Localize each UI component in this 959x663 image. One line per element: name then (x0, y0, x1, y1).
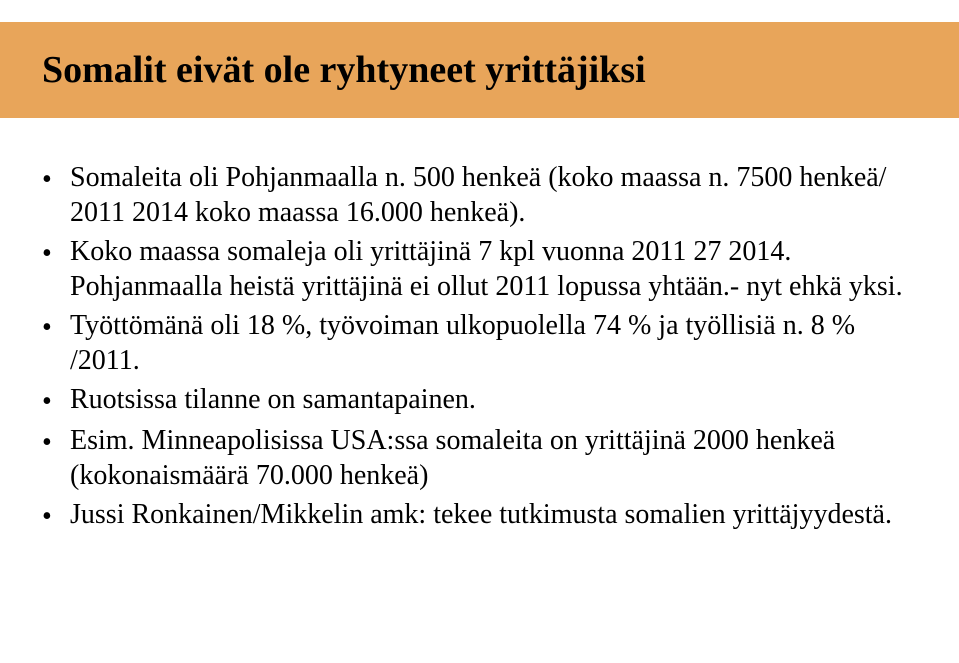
list-item: • Koko maassa somaleja oli yrittäjinä 7 … (42, 234, 922, 304)
bullet-dot-icon: • (42, 382, 70, 419)
title-band: Somalit eivät ole ryhtyneet yrittäjiksi (0, 22, 959, 118)
bullet-dot-icon: • (42, 423, 70, 460)
bullet-list: • Somaleita oli Pohjanmaalla n. 500 henk… (42, 160, 922, 538)
bullet-text: Jussi Ronkainen/Mikkelin amk: tekee tutk… (70, 497, 922, 532)
bullet-text: Työttömänä oli 18 %, työvoiman ulkopuole… (70, 308, 922, 378)
bullet-dot-icon: • (42, 497, 70, 534)
list-item: • Somaleita oli Pohjanmaalla n. 500 henk… (42, 160, 922, 230)
slide-title: Somalit eivät ole ryhtyneet yrittäjiksi (42, 48, 646, 92)
bullet-dot-icon: • (42, 160, 70, 197)
bullet-text: Somaleita oli Pohjanmaalla n. 500 henkeä… (70, 160, 922, 230)
list-item: • Jussi Ronkainen/Mikkelin amk: tekee tu… (42, 497, 922, 534)
bullet-text: Koko maassa somaleja oli yrittäjinä 7 kp… (70, 234, 922, 304)
list-item: • Esim. Minneapolisissa USA:ssa somaleit… (42, 423, 922, 493)
bullet-dot-icon: • (42, 234, 70, 271)
list-item: • Ruotsissa tilanne on samantapainen. (42, 382, 922, 419)
bullet-dot-icon: • (42, 308, 70, 345)
bullet-text: Ruotsissa tilanne on samantapainen. (70, 382, 922, 417)
list-item: • Työttömänä oli 18 %, työvoiman ulkopuo… (42, 308, 922, 378)
bullet-text: Esim. Minneapolisissa USA:ssa somaleita … (70, 423, 922, 493)
